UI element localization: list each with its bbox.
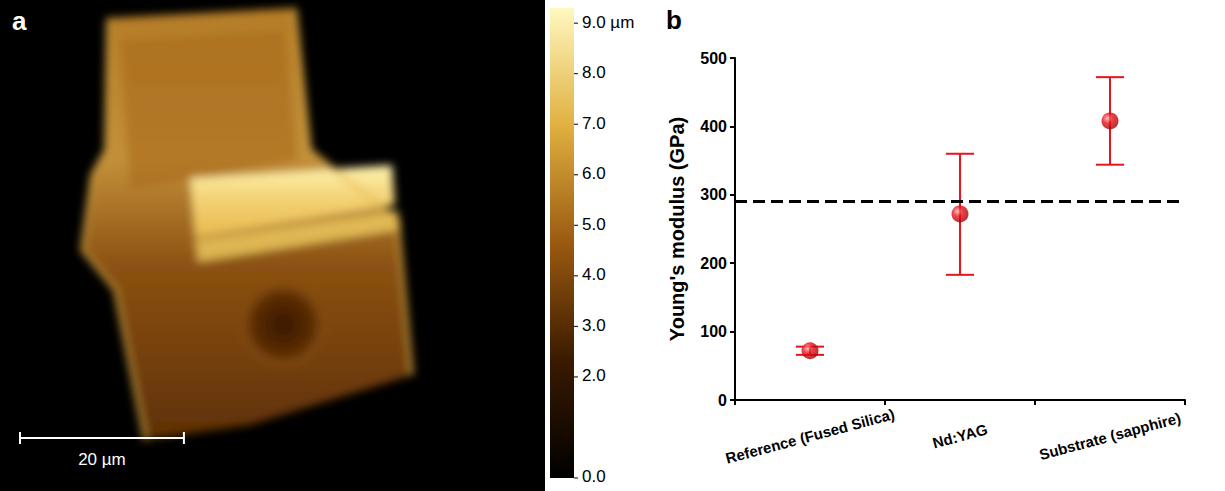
svg-text:a: a	[12, 6, 27, 36]
svg-text:Nd:YAG: Nd:YAG	[931, 421, 990, 452]
svg-text:5.0: 5.0	[582, 215, 606, 234]
svg-text:0.0: 0.0	[582, 467, 606, 486]
svg-text:3.0: 3.0	[582, 316, 606, 335]
svg-text:8.0: 8.0	[582, 63, 606, 82]
svg-text:500: 500	[700, 50, 727, 67]
svg-text:100: 100	[700, 323, 727, 340]
svg-text:400: 400	[700, 118, 727, 135]
svg-text:0: 0	[718, 392, 727, 409]
svg-text:200: 200	[700, 255, 727, 272]
svg-text:9.0 µm: 9.0 µm	[582, 13, 634, 32]
svg-text:b: b	[666, 5, 682, 35]
svg-text:Reference (Fused Silica): Reference (Fused Silica)	[724, 405, 897, 467]
svg-text:Young's modulus (GPa): Young's modulus (GPa)	[666, 117, 688, 341]
svg-text:2.0: 2.0	[582, 366, 606, 385]
svg-text:300: 300	[700, 186, 727, 203]
svg-text:4.0: 4.0	[582, 265, 606, 284]
svg-text:Substrate (sapphire): Substrate (sapphire)	[1037, 409, 1182, 463]
svg-text:7.0: 7.0	[582, 114, 606, 133]
svg-text:20 µm: 20 µm	[78, 450, 126, 469]
svg-text:6.0: 6.0	[582, 164, 606, 183]
